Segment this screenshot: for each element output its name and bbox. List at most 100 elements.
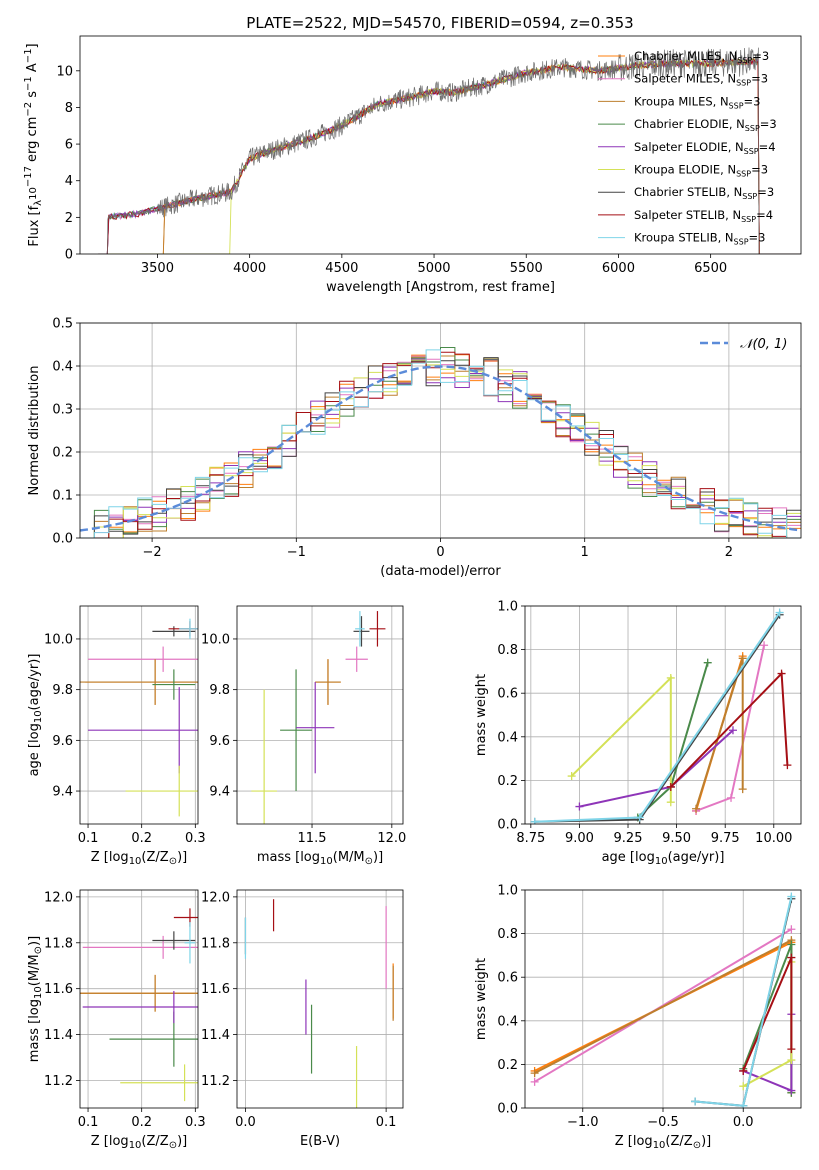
x-tick-label: 0.1 bbox=[78, 1115, 99, 1130]
x-axis-label: E(B-V) bbox=[300, 1134, 340, 1149]
weight-marker-9 bbox=[775, 608, 784, 617]
y-axis-label-part: −17 bbox=[23, 166, 34, 187]
legend-label-sub: SSP bbox=[736, 170, 751, 179]
y-axis-label-part: (age/yr)] bbox=[27, 654, 42, 711]
x-tick-label: 4500 bbox=[325, 261, 358, 276]
weight-marker-8 bbox=[739, 1066, 748, 1075]
x-tick-label: 5500 bbox=[510, 261, 543, 276]
model-spectrum-1 bbox=[98, 57, 801, 254]
model-spectrum-4 bbox=[98, 57, 801, 254]
y-axis-label: Flux [fλ10−17 erg cm−2 s−1 A−1] bbox=[23, 43, 44, 246]
x-tick-label: 0.2 bbox=[131, 831, 152, 846]
weight-marker-5 bbox=[728, 726, 737, 735]
y-tick-label: 11.8 bbox=[44, 936, 73, 951]
y-tick-label: 0.4 bbox=[497, 1014, 518, 1029]
y-axis-label-part: )] bbox=[27, 936, 42, 946]
weight-marker-2 bbox=[530, 1077, 539, 1086]
model-spectrum-6 bbox=[98, 58, 801, 254]
legend-label: Kroupa ELODIE, NSSP=3 bbox=[634, 163, 768, 179]
model-spectrum-8 bbox=[98, 57, 801, 254]
weight-marker-5 bbox=[575, 802, 584, 811]
x-axis-label-part: ⊙ bbox=[169, 1140, 177, 1151]
figure-title: PLATE=2522, MJD=54570, FIBERID=0594, z=0… bbox=[246, 14, 633, 32]
x-tick-label: 9.25 bbox=[614, 831, 643, 846]
x-tick-label: −1 bbox=[287, 545, 306, 560]
y-axis-label-part: s bbox=[25, 91, 40, 102]
y-tick-label: 9.6 bbox=[209, 734, 230, 749]
x-axis-label-part: 10 bbox=[129, 1140, 142, 1151]
weight-marker-3 bbox=[530, 1069, 539, 1078]
x-tick-label: 0.3 bbox=[185, 1115, 206, 1130]
weight-marker-3 bbox=[692, 804, 701, 813]
x-axis-label: Z [log10(Z/Z⊙)] bbox=[91, 1134, 187, 1151]
x-tick-label: 9.75 bbox=[711, 831, 740, 846]
model-spectrum-9 bbox=[98, 57, 801, 254]
y-tick-label: 0.8 bbox=[497, 927, 518, 942]
axes-frame bbox=[236, 889, 404, 1109]
y-axis-label: age [log10(age/yr)] bbox=[27, 654, 44, 777]
weight-marker-3 bbox=[738, 654, 747, 663]
y-tick-label: 0.1 bbox=[52, 489, 73, 504]
x-tick-label: 6500 bbox=[694, 261, 727, 276]
y-tick-label: 11.4 bbox=[201, 1028, 230, 1043]
legend-label-sub: SSP bbox=[745, 124, 760, 133]
weight-marker-2 bbox=[760, 641, 769, 650]
plot-spectrum: 3500 4000 4500 5000 5500 6000 6500 0 2 4 6 8 10 wavel… bbox=[23, 35, 802, 295]
x-axis-label-part: )] bbox=[177, 850, 187, 865]
y-axis-label-part: ⊙ bbox=[33, 946, 44, 954]
plot-body-mass-weight-vs-Z bbox=[530, 892, 796, 1108]
x-axis-label-part: Z [log bbox=[91, 850, 129, 865]
x-axis-label-part: ⊙ bbox=[365, 856, 373, 867]
y-tick-label: 11.4 bbox=[44, 1028, 73, 1043]
y-tick-label: 0.0 bbox=[52, 532, 73, 547]
weight-marker-5 bbox=[787, 1086, 796, 1095]
x-axis-label: Z [log10(Z/Z⊙)] bbox=[615, 1134, 711, 1151]
legend-label-tail: =3 bbox=[760, 117, 777, 131]
x-tick-label: 12.0 bbox=[377, 831, 406, 846]
x-axis-label-part: 10 bbox=[320, 856, 333, 867]
axes-frame bbox=[524, 605, 802, 825]
legend-label: 𝒩(0, 1) bbox=[740, 337, 787, 352]
y-axis-label-part: −2 bbox=[23, 102, 34, 117]
legend-label: Salpeter STELIB, NSSP=4 bbox=[634, 208, 773, 224]
x-tick-label: 2 bbox=[725, 545, 733, 560]
weight-marker-9 bbox=[530, 817, 539, 824]
x-axis-label-part: ⊙ bbox=[693, 1140, 701, 1151]
x-axis-label-part: 10 bbox=[653, 1140, 666, 1151]
x-axis-label-part: )] bbox=[373, 850, 383, 865]
x-axis-label-part: 10 bbox=[655, 856, 668, 867]
weight-marker-3 bbox=[738, 785, 747, 794]
weight-marker-8 bbox=[777, 669, 786, 678]
y-tick-label: 0.0 bbox=[497, 1102, 518, 1117]
y-tick-label: 0.6 bbox=[497, 971, 518, 986]
y-tick-label: 0.5 bbox=[52, 317, 73, 332]
legend-label-sub: SSP bbox=[744, 147, 759, 156]
plot-mass-weight-vs-age: 8.75 9.00 9.25 9.50 9.75 10.00 0.0 0.2 0.4 0.6 0.8… bbox=[474, 600, 802, 867]
legend-label: Chabrier MILES, NSSP=3 bbox=[634, 49, 769, 65]
x-axis-label-part: Z [log bbox=[91, 1134, 129, 1149]
legend-label-tail: =3 bbox=[751, 72, 768, 86]
y-axis-label-part: age [log bbox=[27, 723, 42, 776]
y-axis-label: Normed distribution bbox=[27, 366, 42, 496]
y-tick-label: 4 bbox=[65, 174, 73, 189]
legend-label: Chabrier ELODIE, NSSP=3 bbox=[634, 117, 777, 133]
x-tick-label: 1 bbox=[581, 545, 589, 560]
legend-label-main: Kroupa ELODIE, N bbox=[634, 163, 736, 177]
legend-label-main: Kroupa MILES, N bbox=[634, 94, 729, 108]
weight-line-6 bbox=[570, 675, 672, 803]
x-tick-label: 5000 bbox=[417, 261, 450, 276]
y-tick-label: 0.8 bbox=[497, 643, 518, 658]
legend-label-main: Salpeter MILES, N bbox=[634, 72, 736, 86]
y-tick-label: 11.6 bbox=[44, 982, 73, 997]
x-tick-label: 0.0 bbox=[733, 1115, 754, 1130]
axes-frame bbox=[79, 605, 199, 825]
weight-marker-6 bbox=[567, 772, 576, 781]
x-tick-label: 0.2 bbox=[131, 1115, 152, 1130]
weight-marker-2 bbox=[727, 793, 736, 802]
weight-marker-8 bbox=[787, 953, 796, 962]
y-axis-label-part: 10 bbox=[28, 187, 39, 200]
plot-age-vs-mass: 11.5 12.0 9.4 9.6 9.8 10.0 mass [log10(M/M⊙)] bbox=[201, 605, 406, 867]
y-tick-label: 11.2 bbox=[44, 1074, 73, 1089]
weight-marker-8 bbox=[783, 761, 792, 770]
